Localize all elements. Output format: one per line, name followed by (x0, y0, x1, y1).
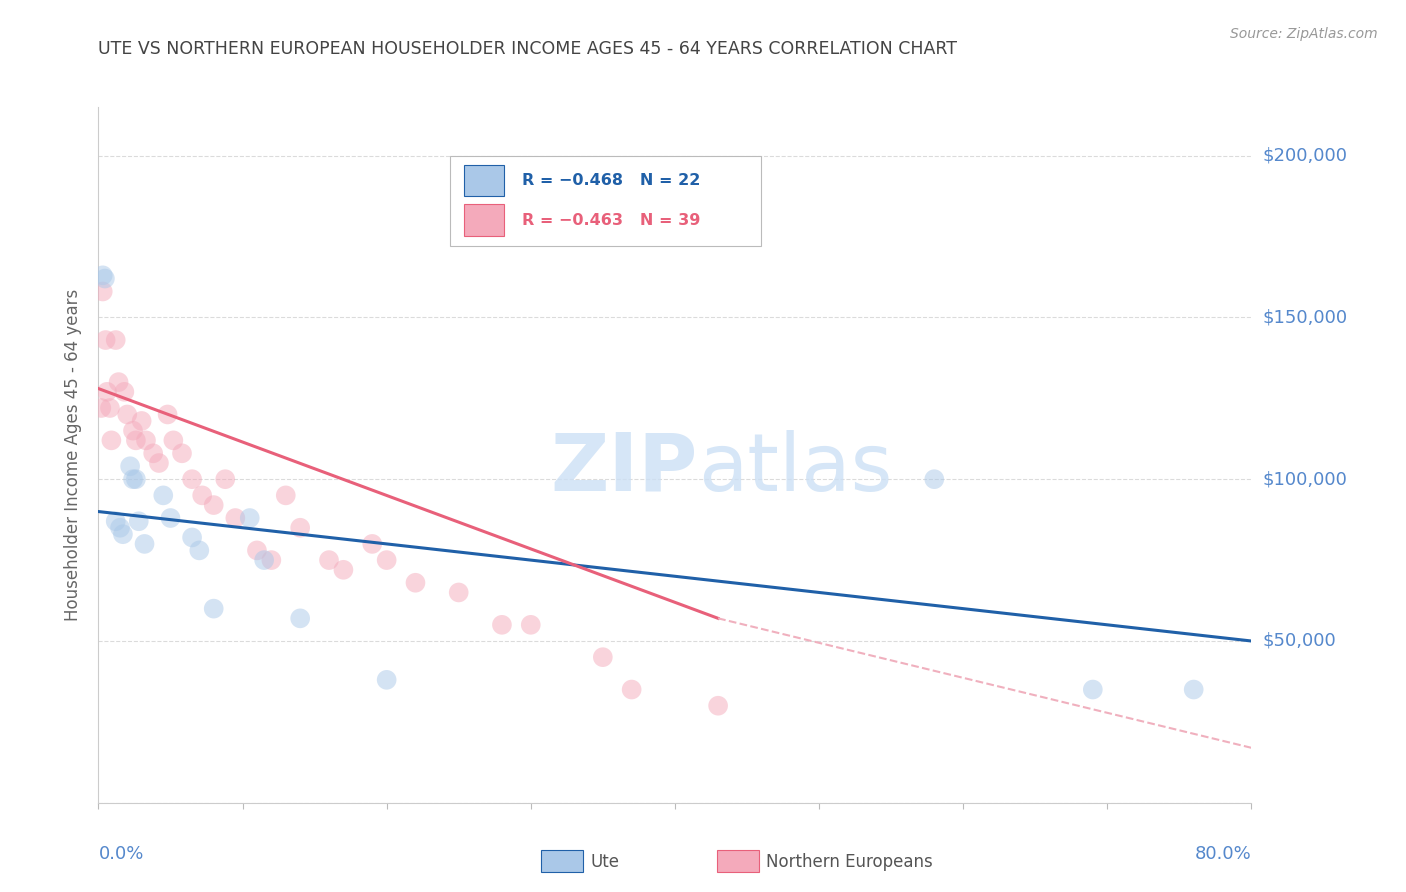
Text: Northern Europeans: Northern Europeans (766, 853, 934, 871)
Point (148, 456, 170, 470)
Point (120, 459, 142, 474)
Point (170, 446, 193, 460)
Point (152, 488, 174, 502)
Point (162, 434, 184, 448)
Text: Ute: Ute (591, 853, 620, 871)
Point (318, 553, 340, 567)
Point (112, 384, 135, 399)
Point (94, 271, 117, 285)
Point (188, 543, 211, 558)
Point (122, 424, 145, 438)
Point (375, 553, 398, 567)
Point (405, 575, 427, 590)
Point (246, 543, 269, 558)
Point (125, 434, 148, 448)
Text: R = −0.463   N = 39: R = −0.463 N = 39 (522, 212, 700, 227)
Point (108, 521, 131, 535)
Point (620, 682, 643, 697)
Point (592, 650, 614, 665)
Point (447, 585, 470, 599)
Text: 0.0%: 0.0% (98, 845, 143, 863)
Point (224, 511, 246, 525)
Text: atlas: atlas (697, 430, 893, 508)
Point (332, 563, 354, 577)
Point (1182, 682, 1205, 697)
Text: ZIP: ZIP (551, 430, 697, 508)
Point (520, 617, 543, 632)
Point (202, 498, 225, 512)
Text: R = −0.468   N = 22: R = −0.468 N = 22 (522, 173, 700, 188)
Point (253, 553, 276, 567)
Point (181, 531, 204, 545)
Point (91, 268, 114, 283)
Point (491, 617, 513, 632)
Y-axis label: Householder Income Ages 45 - 64 years: Householder Income Ages 45 - 64 years (65, 289, 83, 621)
Point (707, 698, 730, 713)
Text: 80.0%: 80.0% (1195, 845, 1251, 863)
Point (924, 472, 946, 486)
Point (375, 673, 398, 687)
Point (202, 601, 225, 615)
Point (181, 472, 204, 486)
FancyBboxPatch shape (450, 156, 762, 246)
FancyBboxPatch shape (464, 165, 505, 196)
Point (104, 333, 127, 347)
Text: $150,000: $150,000 (1263, 309, 1348, 326)
Point (214, 472, 236, 486)
Point (156, 408, 179, 422)
Text: Source: ZipAtlas.com: Source: ZipAtlas.com (1230, 27, 1378, 41)
Point (94, 333, 117, 347)
Point (104, 514, 127, 528)
Point (90, 401, 112, 415)
Point (159, 511, 181, 525)
Point (142, 446, 165, 460)
Text: $100,000: $100,000 (1263, 470, 1348, 488)
Point (98, 401, 121, 415)
Point (361, 537, 384, 551)
Text: $50,000: $50,000 (1263, 632, 1337, 650)
Point (274, 488, 297, 502)
Point (117, 408, 138, 422)
FancyBboxPatch shape (464, 204, 505, 235)
Point (107, 375, 129, 389)
Point (128, 514, 150, 528)
Point (111, 527, 134, 541)
Point (131, 414, 153, 428)
Point (239, 511, 262, 525)
Text: UTE VS NORTHERN EUROPEAN HOUSEHOLDER INCOME AGES 45 - 64 YEARS CORRELATION CHART: UTE VS NORTHERN EUROPEAN HOUSEHOLDER INC… (98, 40, 957, 58)
Point (1081, 682, 1104, 697)
Point (96, 384, 118, 399)
Point (290, 611, 312, 625)
Point (290, 521, 312, 535)
Point (122, 472, 145, 486)
Point (125, 472, 148, 486)
Point (100, 434, 122, 448)
Point (260, 553, 283, 567)
Point (134, 537, 156, 551)
Text: $200,000: $200,000 (1263, 146, 1348, 165)
Point (91, 285, 114, 299)
Point (191, 488, 214, 502)
Point (135, 434, 157, 448)
